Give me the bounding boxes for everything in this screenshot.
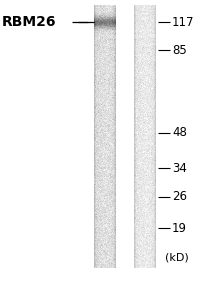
Text: 34: 34 [172, 161, 187, 175]
Text: 117: 117 [172, 16, 195, 28]
Text: 48: 48 [172, 127, 187, 140]
Text: 19: 19 [172, 221, 187, 235]
Text: (kD): (kD) [165, 253, 189, 263]
Text: RBM26: RBM26 [2, 15, 57, 29]
Text: 26: 26 [172, 190, 187, 203]
Text: 85: 85 [172, 44, 187, 56]
